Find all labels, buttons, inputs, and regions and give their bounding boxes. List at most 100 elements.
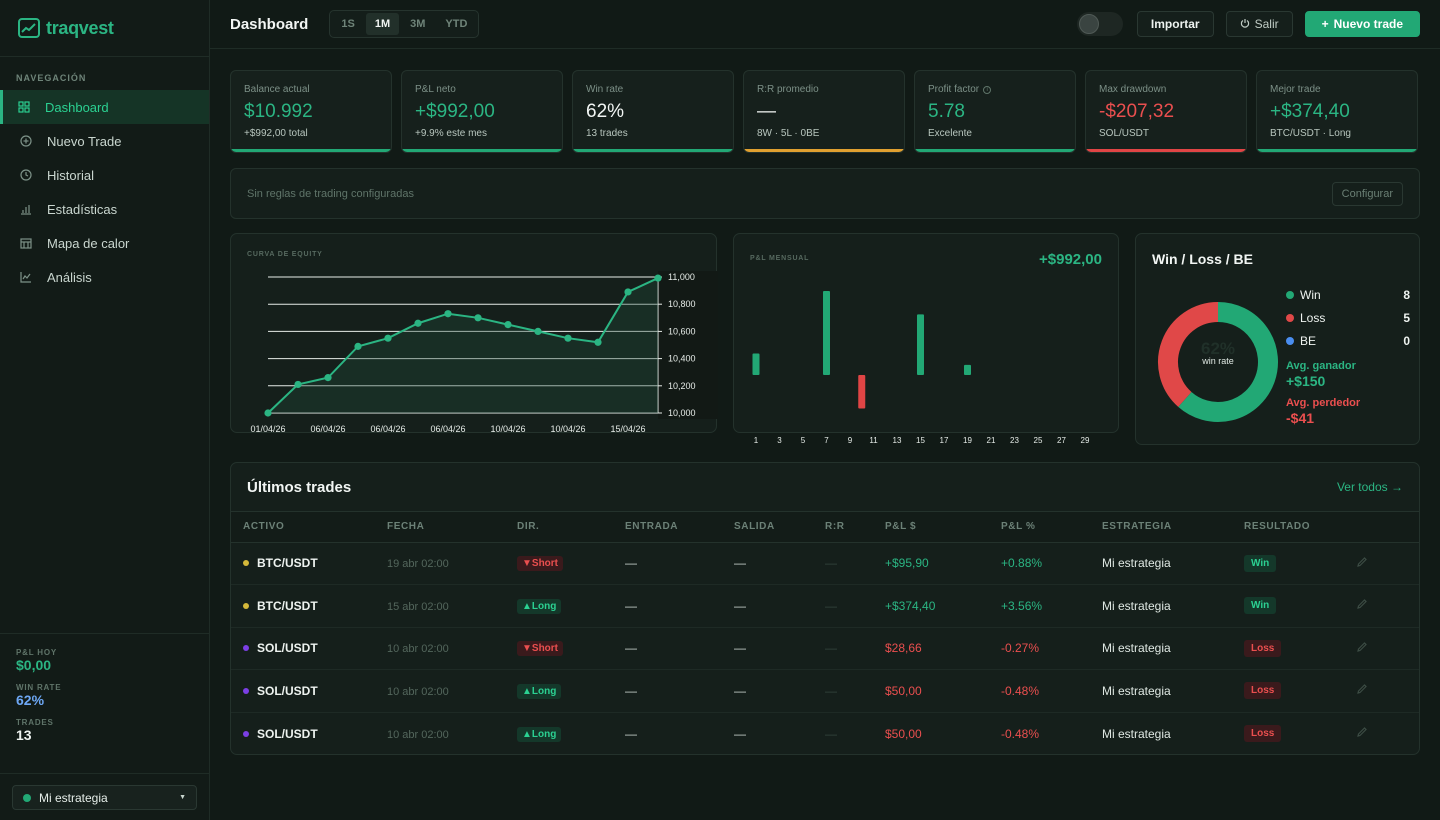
monthly-label: P&L MENSUAL bbox=[750, 255, 810, 262]
kpi-sub: +$992,00 total bbox=[244, 128, 308, 139]
kpi-label-text: Max drawdown bbox=[1099, 84, 1167, 95]
sidebar-item-nuevo-trade[interactable]: Nuevo Trade bbox=[0, 124, 209, 158]
trades-header: Últimos trades Ver todos → bbox=[231, 463, 1419, 512]
clock-icon bbox=[19, 168, 33, 182]
direction-label: Short bbox=[531, 558, 559, 570]
kpi-label-text: R:R promedio bbox=[757, 84, 819, 95]
kpi-label-text: Win rate bbox=[586, 84, 624, 95]
column-header: ACTIVO bbox=[231, 512, 375, 543]
x-tick-label: 13 bbox=[893, 436, 902, 445]
legend-dot bbox=[1286, 336, 1294, 345]
topbar: Dashboard 1S 1M 3M YTD Importar Salir + … bbox=[210, 0, 1440, 49]
cell-rr: — bbox=[813, 584, 873, 628]
direction-label: Long bbox=[531, 685, 557, 697]
kpi-label: P&L neto bbox=[415, 84, 549, 95]
x-tick-label: 1 bbox=[754, 436, 759, 445]
edit-icon[interactable] bbox=[1356, 727, 1368, 741]
edit-icon[interactable] bbox=[1356, 641, 1368, 656]
sidebar: traqvest NAVEGACIÓN Dashboard Nuevo Trad… bbox=[0, 0, 210, 820]
legend-be: BE 0 bbox=[1286, 329, 1410, 352]
entry-value: — bbox=[625, 556, 637, 571]
import-button[interactable]: Importar bbox=[1136, 11, 1214, 37]
direction-label: Long bbox=[531, 728, 557, 740]
kpi-accent-bar bbox=[231, 149, 391, 152]
direction-badge: ▼ Short bbox=[517, 641, 564, 657]
donut-slice-win bbox=[1178, 302, 1278, 422]
arrow-down-icon: ▼ bbox=[522, 558, 532, 570]
asset-dot bbox=[243, 687, 249, 694]
trades-label: TRADES bbox=[16, 718, 54, 727]
cell-exit: — bbox=[722, 584, 813, 628]
edit-icon[interactable] bbox=[1356, 684, 1368, 698]
cell-asset: SOL/USDT bbox=[231, 712, 375, 754]
table-row[interactable]: SOL/USDT 10 abr 02:00 ▲ Long — — — $50,00 -0.48%… bbox=[231, 712, 1419, 754]
kpi-card: Max drawdown -$207,32 SOL/USDT bbox=[1085, 70, 1247, 153]
bar-positive bbox=[917, 314, 924, 375]
view-all-link[interactable]: Ver todos → bbox=[1336, 480, 1403, 494]
new-trade-label: Nuevo trade bbox=[1333, 17, 1403, 31]
brand[interactable]: traqvest bbox=[0, 0, 209, 57]
trade-date: 10 abr 02:00 bbox=[387, 685, 449, 698]
sidebar-item-estadisticas[interactable]: Estadísticas bbox=[0, 192, 209, 226]
kpi-label: Profit factor i bbox=[928, 84, 1062, 95]
cell-result: Loss bbox=[1232, 669, 1354, 713]
sidebar-item-mapa-de-calor[interactable]: Mapa de calor bbox=[0, 226, 209, 260]
configure-button[interactable]: Configurar bbox=[1331, 181, 1403, 206]
range-1m[interactable]: 1M bbox=[365, 13, 400, 35]
direction-badge: ▲ Long bbox=[517, 598, 562, 614]
cell-asset: SOL/USDT bbox=[231, 627, 375, 670]
logout-button[interactable]: Salir bbox=[1225, 11, 1293, 37]
pnl-value: $28,66 bbox=[885, 641, 922, 656]
sidebar-item-dashboard[interactable]: Dashboard bbox=[0, 90, 209, 124]
sidebar-stats: P&L HOY $0,00 WIN RATE 62% TRADES 13 bbox=[0, 633, 209, 753]
asset: SOL/USDT bbox=[243, 684, 375, 698]
kpi-accent-bar bbox=[573, 149, 733, 152]
donut-center: 62% win rate bbox=[1148, 339, 1288, 366]
entry-value: — bbox=[625, 641, 637, 656]
table-row[interactable]: BTC/USDT 15 abr 02:00 ▲ Long — — — +$374,40 +3.5… bbox=[231, 584, 1419, 628]
edit-icon[interactable] bbox=[1356, 556, 1368, 571]
avg-loss-label: Avg. perdedor bbox=[1286, 397, 1361, 409]
cell-actions bbox=[1354, 627, 1419, 670]
table-row[interactable]: SOL/USDT 10 abr 02:00 ▼ Short — — — $28,66 -0.27… bbox=[231, 627, 1419, 670]
kpi-card: Win rate 62% 13 trades bbox=[572, 70, 734, 153]
theme-toggle[interactable] bbox=[1076, 12, 1123, 36]
equity-chart: 10,000 10,200 10,400 10,600 10,800 11,000 01/0… bbox=[250, 271, 718, 434]
range-1s[interactable]: 1S bbox=[341, 18, 355, 30]
x-tick-label: 23 bbox=[1010, 436, 1019, 445]
rr-value: — bbox=[825, 598, 837, 613]
kpi-label: Max drawdown bbox=[1099, 84, 1233, 95]
pnl-today-value: $0,00 bbox=[16, 657, 52, 673]
sidebar-item-label: Análisis bbox=[47, 269, 92, 285]
pnl-value: $50,00 bbox=[885, 726, 922, 741]
strategy-select[interactable]: Mi estrategia ▼ bbox=[12, 785, 197, 810]
kpi-value: $10.992 bbox=[244, 101, 313, 122]
result-badge: Loss bbox=[1244, 639, 1282, 657]
legend-count: 5 bbox=[1403, 310, 1410, 325]
range-ytd[interactable]: YTD bbox=[445, 18, 468, 30]
trade-date: 10 abr 02:00 bbox=[387, 643, 449, 656]
y-tick-label: 10,800 bbox=[668, 299, 696, 309]
y-tick-label: 10,600 bbox=[668, 326, 696, 336]
new-trade-button[interactable]: + Nuevo trade bbox=[1304, 11, 1420, 37]
y-tick-label: 10,400 bbox=[668, 354, 696, 364]
edit-icon[interactable] bbox=[1356, 599, 1368, 613]
table-row[interactable]: BTC/USDT 19 abr 02:00 ▼ Short — — — +$95,90 +0.8… bbox=[231, 542, 1419, 585]
monthly-total: +$992,00 bbox=[1039, 251, 1102, 268]
kpi-value: -$207,32 bbox=[1099, 101, 1175, 122]
kpi-card: Mejor trade +$374,40 BTC/USDT · Long bbox=[1256, 70, 1418, 153]
column-header: SALIDA bbox=[722, 512, 813, 543]
cell-pnl-pct: -0.48% bbox=[989, 712, 1090, 754]
sidebar-item-analisis[interactable]: Análisis bbox=[0, 260, 209, 294]
sidebar-item-historial[interactable]: Historial bbox=[0, 158, 209, 192]
asset: BTC/USDT bbox=[243, 599, 375, 613]
kpi-label-text: Profit factor bbox=[928, 84, 980, 95]
exit-value: — bbox=[734, 556, 746, 571]
y-axis-band bbox=[658, 271, 718, 419]
table-row[interactable]: SOL/USDT 10 abr 02:00 ▲ Long — — — $50,00 -0.48%… bbox=[231, 669, 1419, 713]
equity-point bbox=[384, 334, 392, 342]
cell-entry: — bbox=[613, 584, 722, 628]
donut-center-label: win rate bbox=[1202, 356, 1234, 366]
range-3m[interactable]: 3M bbox=[410, 18, 426, 30]
legend-count: 0 bbox=[1403, 333, 1410, 348]
